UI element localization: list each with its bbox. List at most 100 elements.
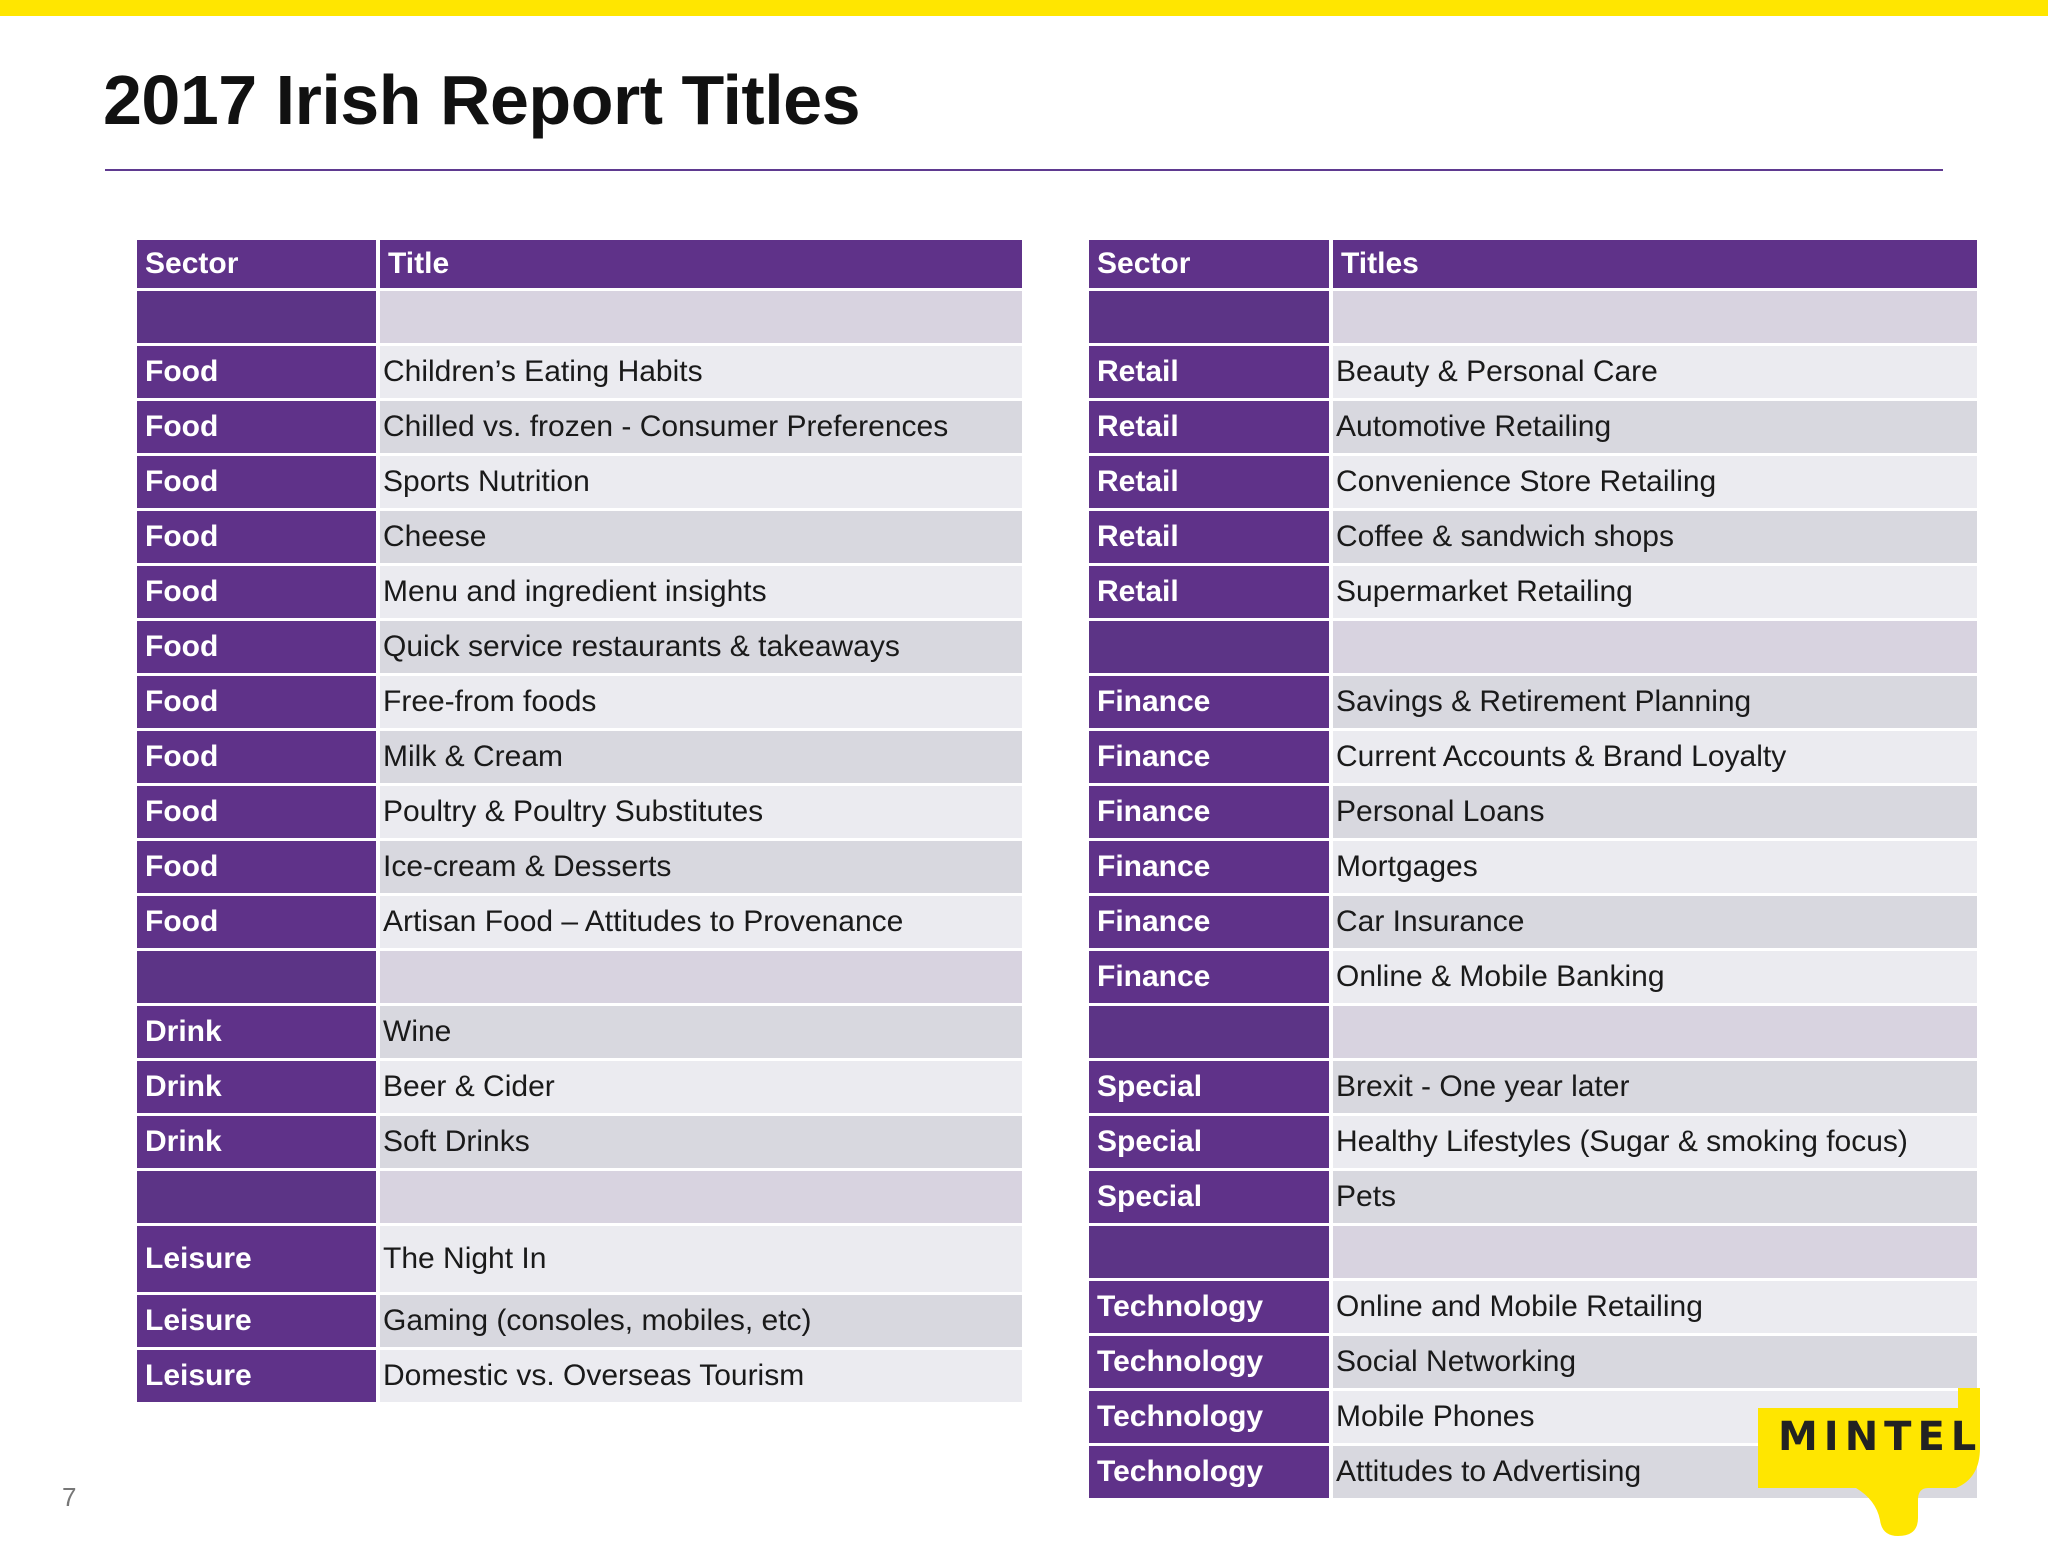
table-row	[1089, 291, 1977, 343]
table-row: Food Free-from foods	[137, 676, 1022, 728]
table-row	[137, 1171, 1022, 1223]
titles-header: Titles	[1333, 240, 1977, 288]
sector-header: Sector	[1089, 240, 1333, 288]
report-title-cell	[1333, 1006, 1977, 1058]
sector-cell: Leisure	[137, 1226, 380, 1292]
report-title-cell: Social Networking	[1333, 1336, 1977, 1388]
sector-header: Sector	[137, 240, 380, 288]
report-title-cell: Gaming (consoles, mobiles, etc)	[380, 1295, 1022, 1347]
sector-cell	[1089, 1006, 1333, 1058]
sector-cell: Retail	[1089, 346, 1333, 398]
table-row	[1089, 1226, 1977, 1278]
sector-cell: Food	[137, 621, 380, 673]
table-row: Retail Supermarket Retailing	[1089, 566, 1977, 618]
sector-cell	[137, 1171, 380, 1223]
sector-cell: Special	[1089, 1061, 1333, 1113]
sector-cell: Retail	[1089, 511, 1333, 563]
report-title-cell: Beauty & Personal Care	[1333, 346, 1977, 398]
table-row: Leisure The Night In	[137, 1226, 1022, 1292]
report-title-cell	[380, 291, 1022, 343]
sector-cell: Leisure	[137, 1350, 380, 1402]
sector-cell: Technology	[1089, 1446, 1333, 1498]
table-row	[137, 951, 1022, 1003]
report-title-cell: Healthy Lifestyles (Sugar & smoking focu…	[1333, 1116, 1977, 1168]
report-title-cell: Poultry & Poultry Substitutes	[380, 786, 1022, 838]
report-title-cell: Wine	[380, 1006, 1022, 1058]
table-row: Leisure Domestic vs. Overseas Tourism	[137, 1350, 1022, 1402]
report-title-cell: Cheese	[380, 511, 1022, 563]
report-title-cell: Mortgages	[1333, 841, 1977, 893]
sector-cell	[1089, 291, 1333, 343]
table-row: Food Menu and ingredient insights	[137, 566, 1022, 618]
sector-cell: Retail	[1089, 566, 1333, 618]
table-row: Retail Coffee & sandwich shops	[1089, 511, 1977, 563]
table-row: Special Healthy Lifestyles (Sugar & smoki…	[1089, 1116, 1977, 1168]
table-row: Food Cheese	[137, 511, 1022, 563]
sector-cell: Technology	[1089, 1391, 1333, 1443]
table-row: Food Milk & Cream	[137, 731, 1022, 783]
page-number: 7	[62, 1482, 77, 1512]
table-header-row: Sector Titles	[1089, 240, 1977, 288]
report-title-cell: Supermarket Retailing	[1333, 566, 1977, 618]
table-row: Finance Current Accounts & Brand Loyalty	[1089, 731, 1977, 783]
left-report-table: Sector Title Food Children’s Eating Habit…	[137, 237, 1022, 1405]
table-row: Food Sports Nutrition	[137, 456, 1022, 508]
report-title-cell: Savings & Retirement Planning	[1333, 676, 1977, 728]
table-row: Food Children’s Eating Habits	[137, 346, 1022, 398]
sector-cell: Food	[137, 676, 380, 728]
report-title-cell: Automotive Retailing	[1333, 401, 1977, 453]
table-row: Retail Automotive Retailing	[1089, 401, 1977, 453]
table-row: Food Poultry & Poultry Substitutes	[137, 786, 1022, 838]
table-row: Food Ice-cream & Desserts	[137, 841, 1022, 893]
table-row: Food Chilled vs. frozen - Consumer Prefer…	[137, 401, 1022, 453]
report-title-cell: Car Insurance	[1333, 896, 1977, 948]
sector-cell: Food	[137, 511, 380, 563]
sector-cell: Special	[1089, 1116, 1333, 1168]
table-row: Finance Car Insurance	[1089, 896, 1977, 948]
report-title-cell	[380, 951, 1022, 1003]
sector-cell: Food	[137, 841, 380, 893]
table-row: Finance Personal Loans	[1089, 786, 1977, 838]
title-divider	[105, 169, 1943, 171]
table-row: Leisure Gaming (consoles, mobiles, etc)	[137, 1295, 1022, 1347]
table-row	[137, 291, 1022, 343]
report-title-cell: Personal Loans	[1333, 786, 1977, 838]
sector-cell: Drink	[137, 1116, 380, 1168]
sector-cell: Food	[137, 786, 380, 838]
sector-cell: Technology	[1089, 1281, 1333, 1333]
table-row: Finance Mortgages	[1089, 841, 1977, 893]
mintel-logo: MINTEL	[1758, 1388, 1990, 1538]
report-title-cell: Brexit - One year later	[1333, 1061, 1977, 1113]
right-report-table: Sector Titles Retail Beauty & Personal Ca…	[1089, 237, 1977, 1501]
top-accent-bar	[0, 0, 2048, 16]
sector-cell: Finance	[1089, 731, 1333, 783]
sector-cell: Food	[137, 896, 380, 948]
sector-cell: Finance	[1089, 676, 1333, 728]
sector-cell: Retail	[1089, 456, 1333, 508]
sector-cell: Finance	[1089, 896, 1333, 948]
report-title-cell: Artisan Food – Attitudes to Provenance	[380, 896, 1022, 948]
table-row: Drink Soft Drinks	[137, 1116, 1022, 1168]
page-title: 2017 Irish Report Titles	[103, 61, 861, 139]
sector-cell	[1089, 1226, 1333, 1278]
report-title-cell: Current Accounts & Brand Loyalty	[1333, 731, 1977, 783]
report-title-cell: Soft Drinks	[380, 1116, 1022, 1168]
sector-cell: Drink	[137, 1006, 380, 1058]
report-title-cell: Beer & Cider	[380, 1061, 1022, 1113]
report-title-cell: Free-from foods	[380, 676, 1022, 728]
logo-shape	[1758, 1388, 1980, 1536]
sector-cell: Finance	[1089, 841, 1333, 893]
table-row	[1089, 621, 1977, 673]
sector-cell: Food	[137, 731, 380, 783]
table-row: Food Artisan Food – Attitudes to Provenan…	[137, 896, 1022, 948]
report-title-cell: Quick service restaurants & takeaways	[380, 621, 1022, 673]
report-title-cell: Chilled vs. frozen - Consumer Preference…	[380, 401, 1022, 453]
report-title-cell: Menu and ingredient insights	[380, 566, 1022, 618]
table-row: Technology Social Networking	[1089, 1336, 1977, 1388]
report-title-cell: Online and Mobile Retailing	[1333, 1281, 1977, 1333]
sector-cell: Retail	[1089, 401, 1333, 453]
report-title-cell	[1333, 1226, 1977, 1278]
report-title-cell: Ice-cream & Desserts	[380, 841, 1022, 893]
table-row: Finance Savings & Retirement Planning	[1089, 676, 1977, 728]
table-row	[1089, 1006, 1977, 1058]
